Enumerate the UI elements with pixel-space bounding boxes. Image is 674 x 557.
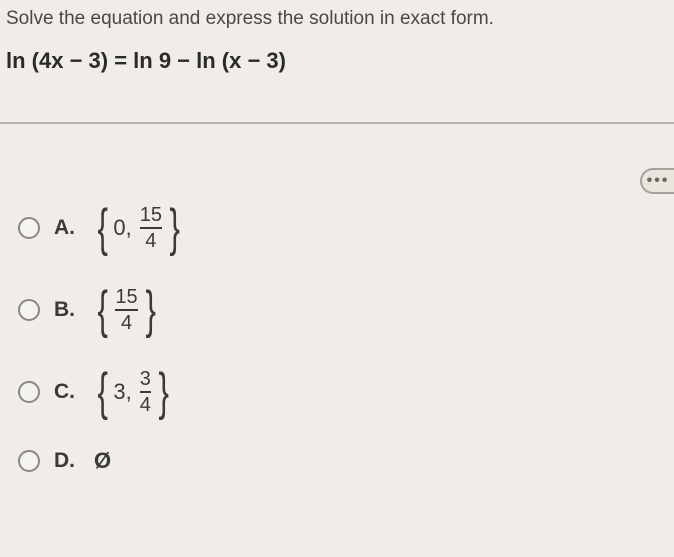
options-group: A. { 0, 15 4 } B. { 15 4 } C.: [0, 124, 674, 474]
option-a-leading: 0,: [113, 215, 131, 241]
option-letter: C.: [54, 380, 78, 404]
numerator: 3: [140, 369, 151, 391]
option-b-fraction: 15 4: [115, 287, 137, 333]
denominator: 4: [121, 311, 132, 333]
option-c-fraction: 3 4: [140, 369, 151, 415]
option-b[interactable]: B. { 15 4 }: [18, 284, 674, 336]
left-brace-icon: {: [97, 284, 107, 336]
radio-d[interactable]: [18, 450, 40, 472]
right-brace-icon: }: [169, 202, 179, 254]
more-button[interactable]: •••: [640, 168, 674, 194]
left-brace-icon: {: [97, 366, 107, 418]
right-brace-icon: }: [158, 366, 168, 418]
left-brace-icon: {: [97, 202, 107, 254]
numerator: 15: [140, 205, 162, 227]
denominator: 4: [140, 393, 151, 415]
option-d[interactable]: D. Ø: [18, 448, 674, 474]
option-letter: D.: [54, 449, 78, 473]
instruction-text: Solve the equation and express the solut…: [0, 0, 674, 30]
option-b-value: { 15 4 }: [94, 284, 159, 336]
equation-text: ln (4x − 3) = ln 9 − ln (x − 3): [0, 30, 674, 74]
radio-c[interactable]: [18, 381, 40, 403]
denominator: 4: [145, 229, 156, 251]
option-d-value: Ø: [94, 448, 111, 474]
option-a-fraction: 15 4: [140, 205, 162, 251]
radio-b[interactable]: [18, 299, 40, 321]
numerator: 15: [115, 287, 137, 309]
right-brace-icon: }: [145, 284, 155, 336]
option-c[interactable]: C. { 3, 3 4 }: [18, 366, 674, 418]
option-a-value: { 0, 15 4 }: [94, 202, 183, 254]
option-letter: B.: [54, 298, 78, 322]
radio-a[interactable]: [18, 217, 40, 239]
option-a[interactable]: A. { 0, 15 4 }: [18, 202, 674, 254]
option-c-leading: 3,: [113, 379, 131, 405]
option-c-value: { 3, 3 4 }: [94, 366, 172, 418]
option-letter: A.: [54, 216, 78, 240]
